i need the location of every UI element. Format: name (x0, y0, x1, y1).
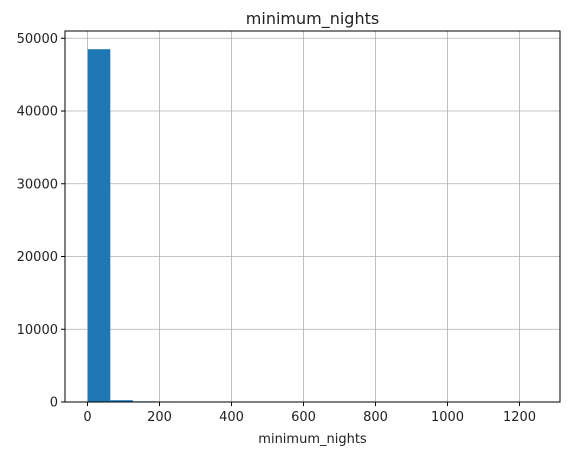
y-tick-label: 40000 (17, 105, 58, 120)
x-tick-label: 400 (219, 410, 244, 425)
histogram-bars (87, 49, 538, 402)
histogram-bar (87, 49, 111, 402)
grid-lines (65, 31, 560, 403)
axis-ticks: 0 200 400 600 800 1000 1200 0 10000 20000 30000 400… (17, 32, 536, 425)
y-tick-label: 10000 (17, 323, 58, 338)
histogram-bar (110, 400, 133, 402)
x-tick-label: 800 (363, 410, 388, 425)
y-tick-label: 50000 (17, 32, 58, 47)
x-tick-label: 600 (291, 410, 316, 425)
y-tick-label: 0 (50, 396, 58, 411)
x-tick-label: 0 (83, 410, 91, 425)
x-tick-label: 200 (147, 410, 172, 425)
y-tick-label: 30000 (17, 177, 58, 192)
y-tick-label: 20000 (17, 250, 58, 265)
chart-title: minimum_nights (246, 9, 379, 29)
x-tick-label: 1200 (503, 410, 536, 425)
plot-frame (64, 30, 561, 403)
x-tick-label: 1000 (431, 410, 464, 425)
x-axis-label: minimum_nights (258, 432, 367, 447)
